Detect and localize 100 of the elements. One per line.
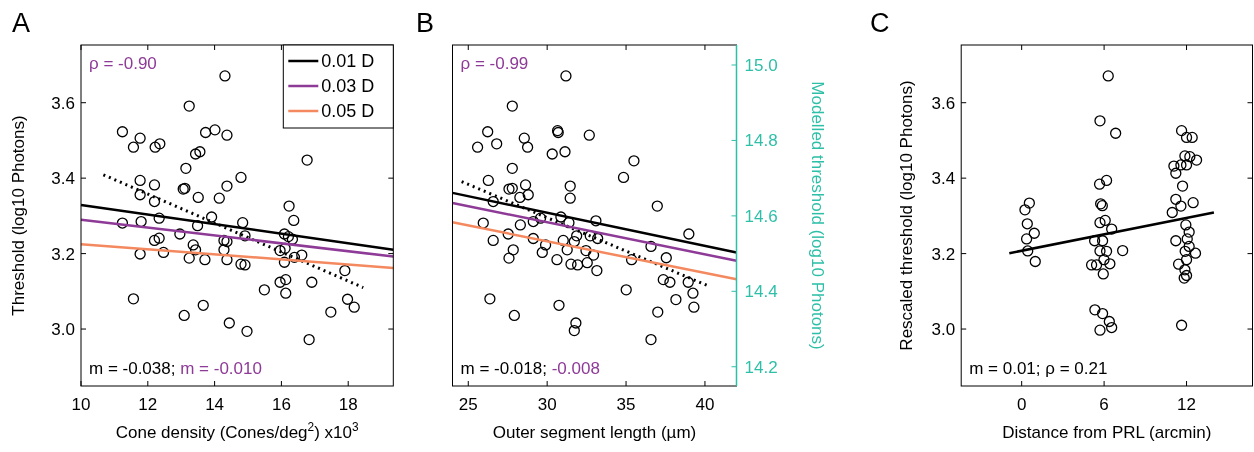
point: [1106, 223, 1118, 235]
point: [1019, 204, 1031, 216]
point: [1170, 193, 1182, 205]
point: [1170, 167, 1182, 179]
point: [1089, 304, 1101, 316]
y-tick-label: 3.2: [931, 244, 956, 264]
point: [1187, 197, 1199, 209]
x-tick-label: 10: [71, 395, 91, 414]
point: [1102, 70, 1114, 82]
x-axis-title: Cone density (Cones/deg$^{2}$) x10$^{3}$: [115, 420, 359, 442]
point: [1180, 253, 1193, 266]
point: [1098, 253, 1110, 266]
x-tick-label: 12: [138, 395, 158, 414]
point: [1094, 217, 1106, 229]
point: [1189, 247, 1202, 259]
point: [1179, 245, 1191, 257]
x-axis-title: Distance from PRL (arcmin): [1002, 423, 1212, 442]
point: [1023, 197, 1035, 209]
point: [1096, 307, 1109, 320]
annotation: m = 0.01; ρ = 0.21: [969, 359, 1108, 378]
point: [1168, 160, 1180, 172]
point: [1183, 226, 1195, 238]
point: [1179, 264, 1191, 276]
x-tick-label: 6: [1099, 395, 1109, 414]
annotation: m = -0.018;: [460, 359, 547, 378]
legend-label: 0.01 D: [321, 51, 375, 71]
point: [1103, 315, 1115, 328]
x-tick-label: 40: [695, 395, 715, 414]
point: [1186, 131, 1198, 144]
y-axis-title: Threshold (log10 Photons): [9, 115, 28, 316]
point: [1100, 174, 1113, 187]
x-tick-label: 14: [205, 395, 225, 414]
y-tick-label: 3.2: [51, 244, 75, 264]
point: [1175, 200, 1187, 212]
y-tick-label: 3.4: [931, 169, 956, 189]
point: [1180, 131, 1193, 144]
point: [1097, 268, 1109, 280]
legend-label: 0.05 D: [321, 101, 375, 121]
point: [1176, 180, 1189, 192]
annotation: m = -0.010: [175, 359, 262, 378]
point: [1028, 227, 1040, 239]
annotation: m = -0.038;: [89, 359, 176, 378]
point: [1020, 233, 1033, 245]
x-tick-label: 18: [338, 395, 358, 414]
point: [1106, 321, 1118, 334]
point: [1029, 255, 1041, 268]
y-tick-label: 3.6: [51, 93, 75, 113]
y-axis-title: Rescaled threshold (log10 Photons): [897, 80, 916, 351]
point: [1180, 219, 1192, 231]
point: [1175, 159, 1187, 171]
annotation: ρ = -0.99: [460, 54, 529, 73]
y2-tick-label: 15.0: [744, 55, 778, 75]
point: [1099, 214, 1111, 227]
point: [1166, 206, 1178, 219]
point: [1100, 245, 1113, 257]
point: [1117, 244, 1129, 257]
x-tick-label: 35: [616, 395, 636, 414]
x-axis-title: Outer segment length (µm): [492, 423, 697, 442]
point: [1094, 245, 1106, 257]
point: [1179, 150, 1191, 162]
point: [1109, 127, 1122, 139]
y-tick-label: 3.4: [51, 169, 75, 189]
annotation: ρ = -0.90: [89, 54, 157, 73]
y-tick-label: 3.6: [931, 93, 956, 113]
legend-label: 0.03 D: [321, 76, 375, 96]
x-tick-label: 12: [1177, 395, 1197, 414]
y2-tick-label: 14.2: [744, 357, 778, 377]
chart-title: B: [416, 8, 435, 38]
point: [1190, 154, 1203, 166]
point: [1183, 240, 1195, 253]
y2-tick-label: 14.6: [744, 206, 778, 226]
point: [1085, 259, 1098, 271]
point: [1090, 259, 1103, 271]
point: [1175, 319, 1188, 331]
y-tick-label: 3.0: [931, 319, 956, 339]
annotation: -0.008: [546, 359, 600, 378]
point: [1094, 115, 1106, 127]
x-tick-label: 25: [458, 395, 478, 414]
x-tick-label: 16: [271, 395, 291, 414]
x-tick-label: 30: [537, 395, 557, 414]
chart-title: C: [870, 8, 890, 38]
y2-tick-label: 14.4: [744, 282, 778, 302]
point: [1094, 324, 1106, 336]
y-tick-label: 3.0: [51, 319, 75, 339]
chart-title: A: [12, 8, 31, 38]
point: [1021, 218, 1033, 230]
point: [1180, 159, 1193, 171]
x-tick-label: 0: [1016, 395, 1027, 414]
point: [1172, 258, 1185, 270]
y2-axis-title: Modelled threshold (log10 Photons): [808, 81, 827, 350]
point: [1181, 233, 1193, 245]
y2-tick-label: 14.8: [744, 131, 778, 151]
point: [1170, 235, 1182, 247]
point: [1096, 235, 1109, 247]
point: [1104, 258, 1116, 270]
point: [1175, 124, 1188, 137]
point: [1093, 178, 1106, 190]
point: [1184, 151, 1196, 163]
point: [1022, 245, 1034, 257]
point: [1088, 235, 1101, 247]
